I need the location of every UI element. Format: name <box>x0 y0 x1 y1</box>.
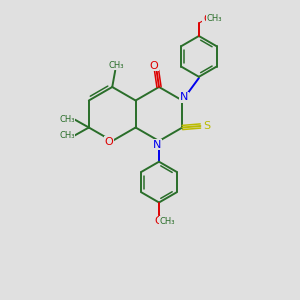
Text: CH₃: CH₃ <box>207 14 222 23</box>
Text: N: N <box>153 140 161 150</box>
Text: O: O <box>105 136 114 147</box>
Text: N: N <box>180 92 188 103</box>
Text: S: S <box>203 121 211 131</box>
Text: CH₃: CH₃ <box>108 61 124 70</box>
Text: O: O <box>154 216 163 226</box>
Text: O: O <box>150 61 159 71</box>
Text: CH₃: CH₃ <box>59 131 75 140</box>
Text: O: O <box>203 14 212 24</box>
Text: CH₃: CH₃ <box>159 217 175 226</box>
Text: CH₃: CH₃ <box>59 115 75 124</box>
